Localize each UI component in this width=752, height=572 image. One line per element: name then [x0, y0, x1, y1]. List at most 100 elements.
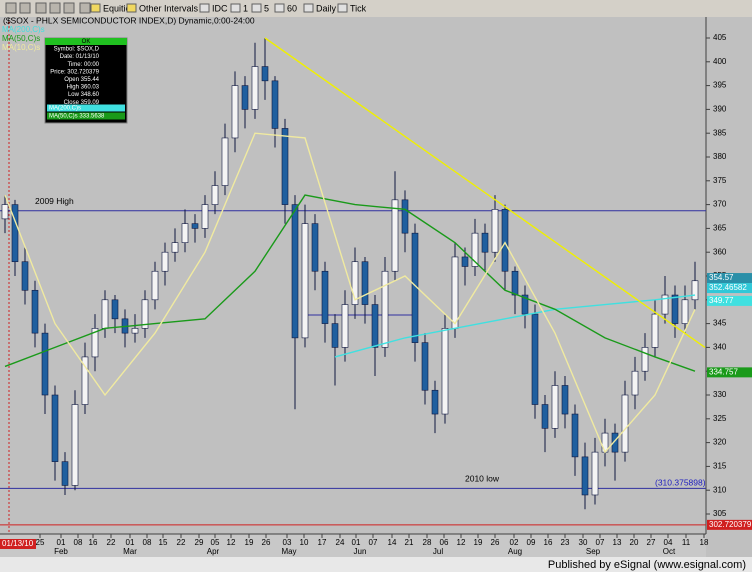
- month-label: Sep: [586, 547, 601, 556]
- toolbar-icon[interactable]: [63, 2, 75, 14]
- candle-body: [661, 294, 669, 315]
- x-tick-label: 20: [630, 538, 639, 547]
- info-row: Low 348.60: [68, 92, 100, 98]
- month-label: Feb: [54, 547, 68, 556]
- candle-body: [271, 80, 279, 129]
- chart-title: ($SOX - PHLX SEMICONDUCTOR INDEX,D) Dyna…: [3, 15, 255, 25]
- toolbar-button[interactable]: Tick: [350, 3, 367, 13]
- y-tick-label: 405: [713, 33, 727, 42]
- candle-body: [391, 199, 399, 272]
- toolbar-icon[interactable]: [49, 2, 61, 14]
- info-ma-bg: [47, 112, 125, 120]
- month-label: May: [281, 547, 296, 556]
- info-header-bg: [45, 38, 127, 45]
- x-tick-label: 08: [74, 538, 83, 547]
- price-label-box: [707, 519, 752, 530]
- toolbar-icon[interactable]: [199, 3, 210, 13]
- toolbar-button[interactable]: Daily: [316, 3, 337, 13]
- toolbar-icon[interactable]: [90, 3, 101, 13]
- toolbar-icon[interactable]: [230, 3, 241, 13]
- y-tick-label: 315: [713, 462, 727, 471]
- candle-body: [211, 185, 219, 205]
- x-tick-label: 12: [227, 538, 236, 547]
- toolbar-icon[interactable]: [303, 3, 314, 13]
- toolbar-icon[interactable]: [337, 3, 348, 13]
- toolbar-icon[interactable]: [251, 3, 262, 13]
- y-tick-label: 385: [713, 128, 727, 137]
- y-tick-label: 320: [713, 438, 727, 447]
- toolbar-button[interactable]: Other Intervals: [139, 3, 199, 13]
- legend-entry: MA(200,C)s: [2, 25, 45, 34]
- toolbar-icon[interactable]: [126, 3, 137, 13]
- x-tick-label: 21: [405, 538, 414, 547]
- date-label-box: [0, 539, 36, 549]
- candle-body: [431, 389, 439, 415]
- toolbar-icon[interactable]: [35, 2, 47, 14]
- candle-body: [371, 304, 379, 348]
- candle-body: [291, 204, 299, 339]
- toolbar: [0, 0, 752, 17]
- candle-body: [511, 270, 519, 296]
- x-tick-label: 05: [211, 538, 220, 547]
- candle-body: [491, 209, 499, 253]
- candle-body: [621, 394, 629, 453]
- info-row: Date: 01/13/10: [60, 54, 100, 60]
- candle-body: [381, 270, 389, 348]
- candle-body: [311, 223, 319, 272]
- candle-body: [561, 385, 569, 415]
- x-tick-label: 01: [352, 538, 361, 547]
- price-label-box: [707, 295, 752, 306]
- candle-body: [441, 328, 449, 415]
- candle-body: [161, 251, 169, 272]
- y-tick-label: 370: [713, 200, 727, 209]
- candle-body: [351, 261, 359, 305]
- price-label-box: [707, 367, 752, 378]
- x-tick-label: 01: [126, 538, 135, 547]
- candle-body: [541, 404, 549, 429]
- x-tick-label: 16: [89, 538, 98, 547]
- toolbar-button[interactable]: Equities: [103, 3, 136, 13]
- x-tick-label: 06: [440, 538, 449, 547]
- line-label: 2009 High: [35, 196, 74, 206]
- info-row: Symbol: $SOX,D: [54, 47, 100, 53]
- x-tick-label: 27: [647, 538, 656, 547]
- toolbar-button[interactable]: IDC: [212, 3, 228, 13]
- toolbar-icon[interactable]: [19, 2, 31, 14]
- candle-body: [251, 66, 259, 110]
- moving-average: [4, 132, 696, 454]
- candle-body: [691, 280, 699, 301]
- toolbar-button[interactable]: 5: [264, 3, 269, 13]
- candle-body: [131, 328, 139, 334]
- toolbar-icon[interactable]: [79, 2, 91, 14]
- toolbar-button[interactable]: 1: [243, 3, 248, 13]
- candle-body: [21, 261, 29, 291]
- toolbar-button[interactable]: 60: [287, 3, 297, 13]
- candle-body: [531, 313, 539, 405]
- x-tick-label: 07: [369, 538, 378, 547]
- candle-body: [461, 256, 469, 267]
- x-tick-label: 15: [159, 538, 168, 547]
- x-tick-label: 08: [143, 538, 152, 547]
- candle-body: [401, 199, 409, 234]
- candle-body: [471, 232, 479, 267]
- candle-body: [61, 461, 69, 486]
- x-tick-label: 12: [457, 538, 466, 547]
- toolbar-icon[interactable]: [274, 3, 285, 13]
- price-label: 334.757: [709, 367, 738, 376]
- candle-body: [191, 223, 199, 229]
- month-label: Mar: [123, 547, 137, 556]
- y-tick-label: 325: [713, 414, 727, 423]
- line-label: 2010 low: [465, 474, 500, 484]
- x-tick-label: 04: [664, 538, 673, 547]
- toolbar-icon[interactable]: [5, 2, 17, 14]
- x-tick-label: 28: [423, 538, 432, 547]
- x-tick-label: 18: [700, 538, 709, 547]
- info-ma-bg: [47, 104, 125, 112]
- month-label: Oct: [663, 547, 676, 556]
- y-tick-label: 340: [713, 343, 727, 352]
- footer-bar: [0, 557, 752, 572]
- y-tick-label: 380: [713, 152, 727, 161]
- info-row: Close 359.09: [64, 100, 100, 106]
- price-label-box: [707, 283, 752, 294]
